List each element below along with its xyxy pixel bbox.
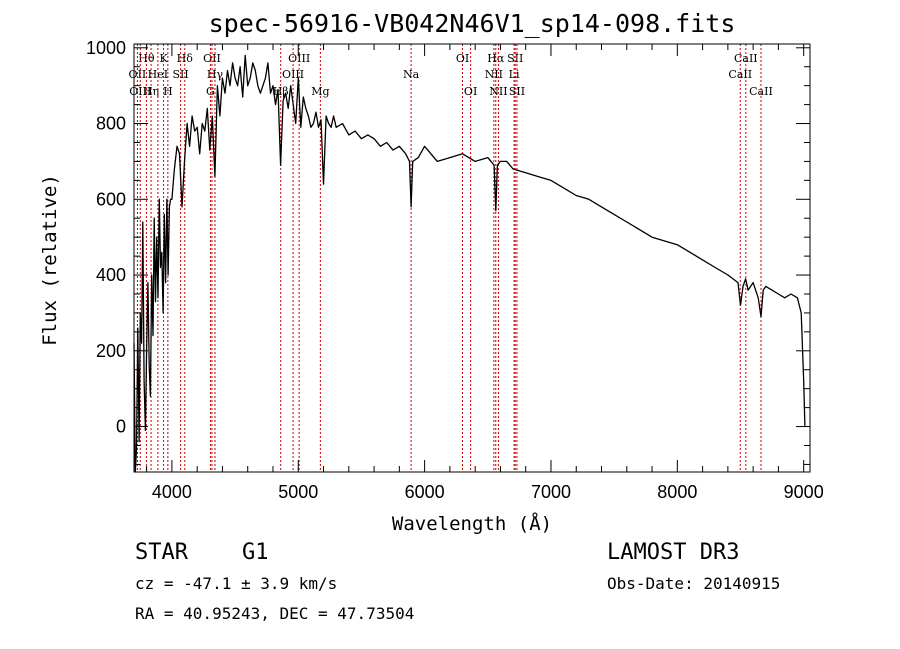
chart-title: spec-56916-VB042N46V1_sp14-098.fits [209, 9, 736, 38]
y-tick-label-2: 400 [96, 265, 126, 285]
object-class: STAR [135, 540, 189, 565]
line-label-7: Hδ [177, 52, 194, 65]
redshift-readout: cz = -47.1 ± 3.9 km/s [135, 574, 337, 593]
x-tick-label-0: 4000 [152, 482, 192, 502]
line-label-23: Li [509, 68, 520, 81]
line-label-26: CaII [728, 68, 752, 81]
line-label-6: H [163, 85, 173, 98]
x-tick-label-5: 9000 [784, 482, 824, 502]
line-label-21: NII [489, 85, 507, 98]
line-label-24: SII [509, 85, 525, 98]
line-label-17: OI [456, 52, 469, 65]
line-label-11: G [206, 85, 215, 98]
y-tick-label-4: 800 [96, 114, 126, 134]
line-label-27: CaII [749, 85, 773, 98]
line-label-13: OIII [282, 68, 304, 81]
spectrum-line [133, 54, 806, 473]
line-label-16: Na [403, 68, 420, 81]
coordinates: RA = 40.95243, DEC = 47.73504 [135, 604, 414, 623]
line-label-25: CaII [734, 52, 758, 65]
line-label-10: Hγ [207, 68, 224, 81]
x-axis-label: Wavelength (Å) [392, 512, 552, 535]
line-label-4: K [159, 52, 168, 65]
line-label-15: Mg [311, 85, 329, 98]
x-tick-label-2: 6000 [405, 482, 445, 502]
y-axis-label: Flux (relative) [39, 174, 61, 346]
line-label-1: OII [129, 68, 147, 81]
x-tick-label-3: 7000 [531, 482, 571, 502]
line-label-19: Hα [487, 52, 505, 65]
obs-date: Obs-Date: 20140915 [607, 574, 780, 593]
x-tick-label-4: 8000 [657, 482, 697, 502]
plot-frame [133, 43, 811, 473]
survey-name: LAMOST DR3 [607, 540, 739, 565]
y-tick-label-3: 600 [96, 189, 126, 209]
line-label-5: HeI [148, 68, 168, 81]
line-label-8: SII [173, 68, 189, 81]
spectrum-series [133, 54, 806, 473]
line-label-9: OII [203, 52, 221, 65]
y-tick-label-1: 200 [96, 341, 126, 361]
y-tick-label-5: 1000 [86, 38, 126, 58]
y-tick-label-0: 0 [116, 417, 126, 437]
axes: 4000 5000 6000 7000 8000 9000 0 200 400 600 800 100… [86, 38, 824, 502]
line-label-3: Hη [143, 85, 159, 98]
x-tick-label-1: 5000 [278, 482, 318, 502]
line-label-2: OIII [129, 85, 151, 98]
object-subclass: G1 [242, 540, 269, 565]
line-label-22: SII [507, 52, 523, 65]
line-label-12: OIII [288, 52, 310, 65]
line-label-18: OI [464, 85, 477, 98]
line-label-20: NII [485, 68, 503, 81]
